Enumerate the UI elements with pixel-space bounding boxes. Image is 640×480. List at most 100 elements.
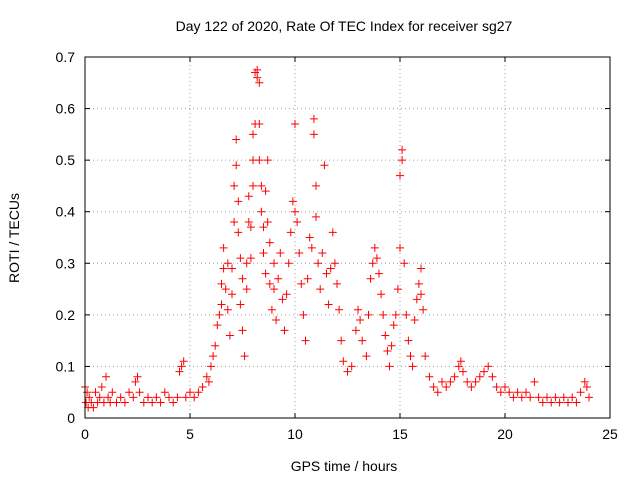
data-point xyxy=(223,305,232,314)
x-tick-label: 15 xyxy=(392,426,408,442)
data-point xyxy=(255,120,264,129)
data-point xyxy=(492,383,501,392)
data-point xyxy=(375,269,383,278)
data-point xyxy=(133,372,142,381)
data-point xyxy=(412,295,421,304)
data-point xyxy=(259,223,268,232)
data-point xyxy=(131,377,140,386)
data-point xyxy=(398,145,407,154)
data-point xyxy=(278,295,287,304)
y-tick-label: 0.7 xyxy=(56,49,76,65)
data-point xyxy=(219,264,228,273)
data-point xyxy=(320,161,329,170)
data-point xyxy=(522,388,530,397)
data-point xyxy=(295,248,304,257)
data-point xyxy=(543,393,551,402)
data-point xyxy=(263,218,272,227)
data-point xyxy=(246,254,255,263)
data-point xyxy=(169,398,178,407)
data-point xyxy=(225,331,234,340)
data-point xyxy=(238,326,247,335)
data-point xyxy=(215,310,224,319)
data-point xyxy=(488,372,497,381)
data-point xyxy=(244,218,253,227)
data-point xyxy=(240,352,249,361)
x-tick-label: 20 xyxy=(497,426,513,442)
data-point xyxy=(509,393,518,402)
data-point xyxy=(404,336,413,345)
data-point xyxy=(209,352,218,361)
data-point xyxy=(211,341,220,350)
data-point xyxy=(238,274,247,283)
data-point xyxy=(396,243,404,252)
data-point xyxy=(253,73,262,82)
data-point xyxy=(244,192,253,201)
data-point xyxy=(572,398,581,407)
data-point xyxy=(568,393,577,402)
data-point xyxy=(450,372,459,381)
data-point xyxy=(267,305,276,314)
axes xyxy=(84,56,611,419)
data-point xyxy=(144,393,152,402)
data-point xyxy=(538,398,547,407)
data-point xyxy=(576,388,585,397)
data-point xyxy=(217,279,226,288)
y-tick-label: 0.1 xyxy=(56,358,76,374)
data-point xyxy=(288,197,297,206)
data-point xyxy=(309,114,318,123)
data-point xyxy=(232,135,241,144)
chart-title: Day 122 of 2020, Rate Of TEC Index for r… xyxy=(176,18,513,34)
data-point xyxy=(326,264,335,273)
data-point xyxy=(120,398,129,407)
data-point xyxy=(417,264,425,273)
data-point xyxy=(148,398,157,407)
data-point xyxy=(95,393,104,402)
data-point xyxy=(454,362,463,371)
data-point xyxy=(263,156,272,165)
data-point xyxy=(356,316,365,325)
data-point xyxy=(160,388,169,397)
data-point xyxy=(333,279,341,288)
data-point xyxy=(324,300,333,309)
data-point xyxy=(366,274,375,283)
data-point xyxy=(467,383,476,392)
data-point xyxy=(228,290,236,299)
data-point xyxy=(372,254,381,263)
data-point xyxy=(108,388,117,397)
data-point xyxy=(303,274,312,283)
data-point xyxy=(559,393,568,402)
data-point xyxy=(299,310,308,319)
data-point xyxy=(391,310,400,319)
data-point xyxy=(377,290,386,299)
data-point xyxy=(398,156,407,165)
data-point xyxy=(242,285,251,294)
data-point xyxy=(270,259,278,268)
data-point xyxy=(456,357,465,366)
data-point xyxy=(261,269,270,278)
data-point xyxy=(580,377,589,386)
data-point xyxy=(255,78,264,87)
data-point xyxy=(555,398,564,407)
data-point xyxy=(358,336,367,345)
data-point xyxy=(249,181,257,190)
data-point xyxy=(475,372,484,381)
data-point xyxy=(328,228,337,237)
plot-points xyxy=(81,65,593,412)
data-point xyxy=(501,383,509,392)
data-point xyxy=(513,388,522,397)
data-point xyxy=(582,383,591,392)
data-point xyxy=(547,398,556,407)
data-point xyxy=(400,259,409,268)
y-tick-label: 0.3 xyxy=(56,255,76,271)
data-point xyxy=(425,372,434,381)
data-point xyxy=(551,393,560,402)
data-point xyxy=(316,285,325,294)
data-point xyxy=(291,207,299,216)
data-point xyxy=(198,383,207,392)
data-point xyxy=(186,388,194,397)
data-point xyxy=(585,393,593,402)
data-point xyxy=(393,285,402,294)
data-point xyxy=(530,377,539,386)
data-point xyxy=(330,259,339,268)
